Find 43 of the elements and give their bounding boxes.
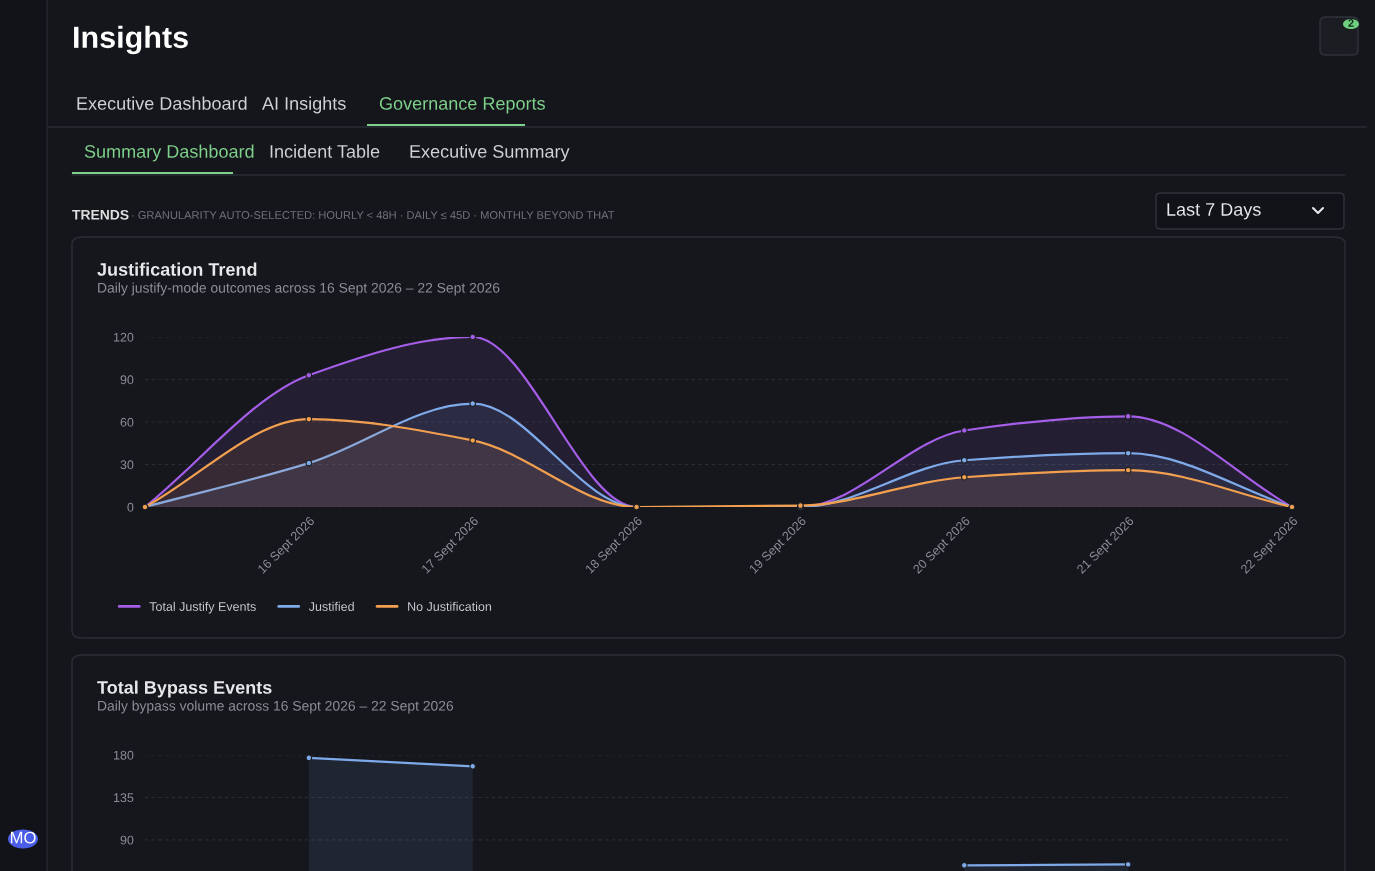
legend-label: No Justification bbox=[408, 601, 492, 611]
point bbox=[469, 437, 477, 444]
point bbox=[1124, 861, 1132, 868]
legend-label: Justified bbox=[308, 601, 354, 611]
chart-title: Justification Trend bbox=[97, 262, 257, 276]
y-tick-label: 135 bbox=[113, 793, 134, 803]
text: Executive Dashboard bbox=[77, 96, 247, 110]
text: Executive Summary bbox=[410, 144, 570, 162]
text: AI Insights bbox=[262, 96, 346, 114]
y-tick-label: 90 bbox=[120, 835, 134, 845]
y-tick-label: 0 bbox=[127, 502, 134, 512]
text: Summary Dashboard bbox=[84, 144, 254, 162]
text: Governance Reports bbox=[379, 97, 545, 114]
chart-subtitle: Daily justify-mode outcomes across 16 Sept 2026 – 22 Sept 2026 bbox=[98, 282, 500, 296]
point bbox=[469, 762, 477, 770]
point bbox=[960, 862, 968, 869]
point bbox=[305, 754, 313, 762]
point bbox=[305, 415, 313, 423]
y-tick-label: 60 bbox=[120, 417, 134, 427]
point bbox=[960, 456, 968, 464]
point bbox=[1124, 466, 1132, 474]
y-tick-label: 180 bbox=[113, 750, 134, 760]
point bbox=[960, 427, 968, 434]
point bbox=[1124, 449, 1132, 457]
text: Incident Table bbox=[270, 144, 380, 158]
point bbox=[469, 400, 477, 407]
legend-label: Total Justify Events bbox=[149, 601, 256, 614]
text: · GRANULARITY AUTO-SELECTED: HOURLY < 48H · DAILY ≤ 45D · MONTHLY BEYOND THAT bbox=[132, 211, 615, 219]
text: Insights bbox=[74, 25, 188, 55]
point bbox=[1124, 413, 1132, 420]
y-tick-label: 120 bbox=[113, 332, 134, 342]
y-tick-label: 90 bbox=[120, 375, 134, 385]
chart-subtitle: Daily bypass volume across 16 Sept 2026 – 22 Sept 2026 bbox=[98, 700, 454, 714]
text: Last 7 Days bbox=[1167, 203, 1261, 220]
point bbox=[305, 371, 313, 379]
point bbox=[960, 473, 968, 481]
text: MO bbox=[10, 831, 36, 844]
chart-title: Total Bypass Events bbox=[97, 680, 272, 698]
point bbox=[305, 459, 313, 467]
text: TRENDS bbox=[72, 209, 129, 220]
y-tick-label: 30 bbox=[120, 460, 134, 470]
text: 2 bbox=[1348, 19, 1354, 27]
point bbox=[469, 333, 477, 341]
